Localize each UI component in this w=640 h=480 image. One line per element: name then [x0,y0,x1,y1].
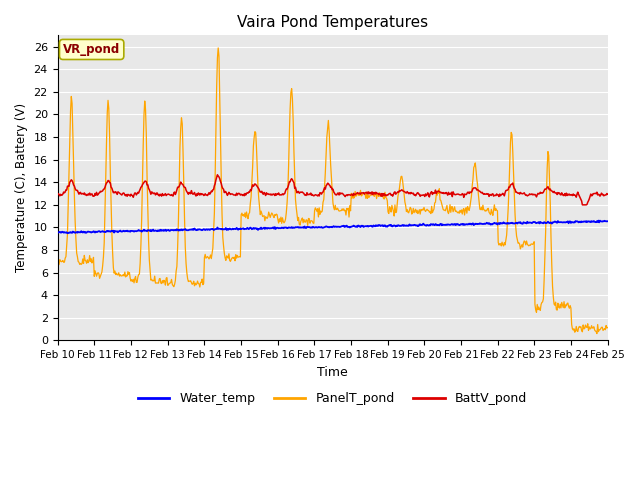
Text: VR_pond: VR_pond [63,43,120,56]
Legend: Water_temp, PanelT_pond, BattV_pond: Water_temp, PanelT_pond, BattV_pond [133,387,532,410]
Title: Vaira Pond Temperatures: Vaira Pond Temperatures [237,15,428,30]
X-axis label: Time: Time [317,366,348,379]
Y-axis label: Temperature (C), Battery (V): Temperature (C), Battery (V) [15,103,28,273]
